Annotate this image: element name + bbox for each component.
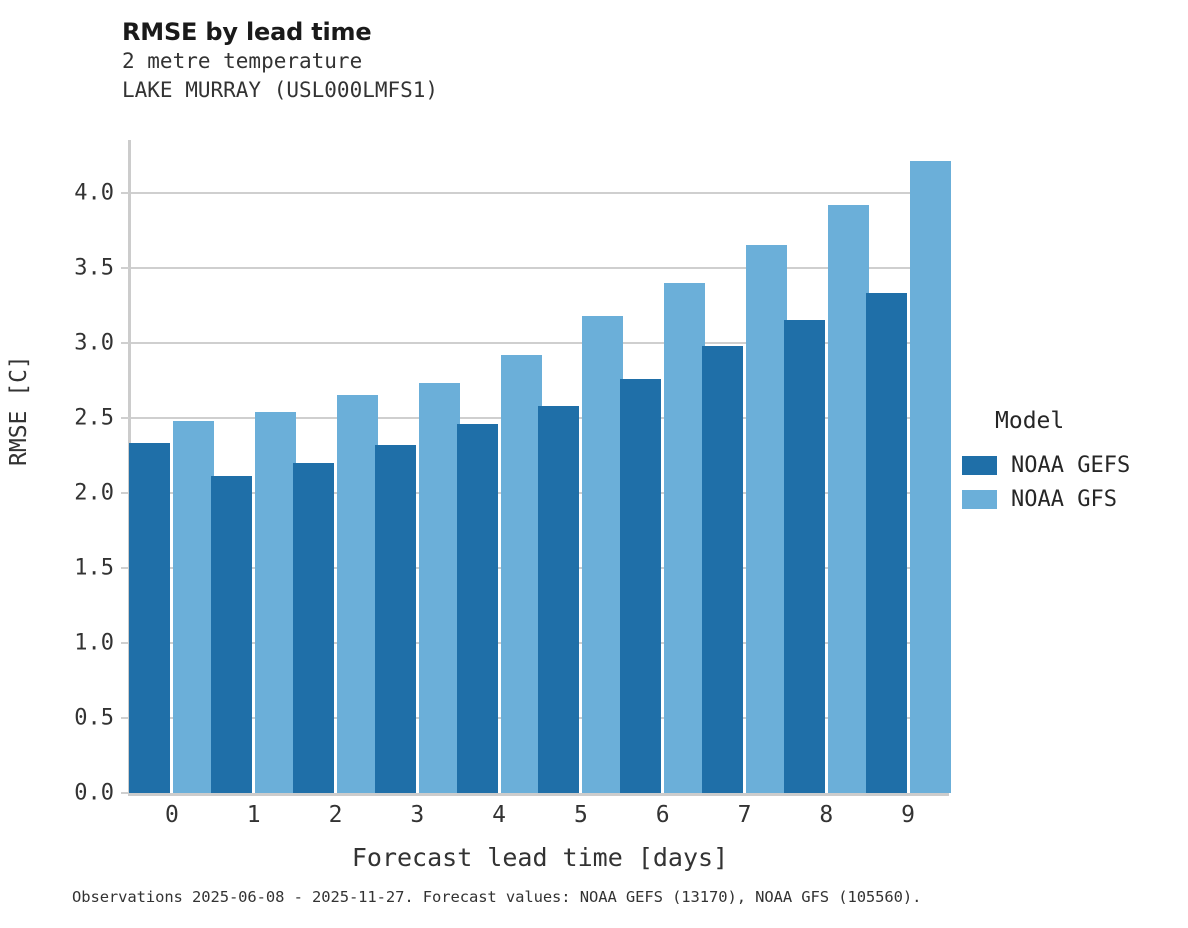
- x-axis-label: Forecast lead time [days]: [351, 843, 729, 872]
- bar-noaa-gefs-lead-9[interactable]: [865, 293, 907, 793]
- bar-noaa-gfs-lead-9[interactable]: [909, 161, 951, 793]
- bar-noaa-gfs-lead-5[interactable]: [582, 315, 624, 793]
- bar-group: [620, 140, 706, 793]
- bar-noaa-gfs-lead-7[interactable]: [746, 245, 787, 793]
- y-tick-label: 4.0: [74, 180, 114, 206]
- y-tick-label: 1.5: [74, 555, 114, 581]
- bar-group: [374, 140, 460, 793]
- y-tick-mark: [121, 416, 129, 419]
- legend-title: Model: [995, 408, 1065, 434]
- x-tick-label: 6: [655, 802, 670, 828]
- legend-rows: NOAA GEFS NOAA GFS: [962, 448, 1188, 516]
- bar-group: [456, 140, 542, 793]
- legend: Model NOAA GEFS NOAA GFS: [962, 408, 1188, 516]
- bar-noaa-gefs-lead-3[interactable]: [374, 444, 416, 793]
- x-tick-label: 8: [819, 802, 834, 828]
- x-tick-label: 0: [164, 802, 179, 828]
- y-tick-label: 2.0: [74, 480, 114, 506]
- bar-noaa-gfs-lead-2[interactable]: [337, 395, 378, 793]
- bar-group: [702, 140, 787, 793]
- bar-group: [538, 140, 624, 793]
- bar-noaa-gfs-lead-6[interactable]: [664, 282, 706, 793]
- y-tick-label: 2.5: [74, 405, 114, 431]
- x-tick-label: 4: [492, 802, 507, 828]
- gridline: [131, 266, 949, 269]
- x-tick-label: 5: [573, 802, 588, 828]
- chart-subtitle-variable: 2 metre temperature: [122, 49, 363, 73]
- bar-noaa-gefs-lead-0[interactable]: [129, 443, 171, 793]
- x-tick-label: 2: [328, 802, 343, 828]
- legend-item-noaa-gefs[interactable]: NOAA GEFS: [962, 448, 1188, 482]
- y-tick-label: 3.5: [74, 255, 114, 281]
- bar-group: [211, 140, 297, 793]
- y-tick-mark: [121, 341, 129, 344]
- bar-group: [293, 140, 378, 793]
- bar-noaa-gfs-lead-3[interactable]: [418, 383, 460, 793]
- bar-noaa-gefs-lead-8[interactable]: [783, 320, 825, 793]
- bar-group: [783, 140, 869, 793]
- y-tick-mark: [121, 566, 129, 569]
- bar-noaa-gfs-lead-0[interactable]: [173, 420, 215, 793]
- legend-swatch-icon: [962, 455, 997, 475]
- legend-item-label: NOAA GFS: [1011, 486, 1117, 512]
- bar-noaa-gefs-lead-1[interactable]: [211, 476, 253, 793]
- bar-noaa-gfs-lead-1[interactable]: [255, 411, 297, 793]
- legend-item-noaa-gfs[interactable]: NOAA GFS: [962, 482, 1188, 516]
- y-tick-mark: [121, 266, 129, 269]
- bar-group: [865, 140, 951, 793]
- page-title: RMSE by lead time: [122, 18, 372, 46]
- y-tick-mark: [121, 491, 129, 494]
- plot-area: 0.0 0.5 1.0 1.5 2.0 2.5 3.0 3.5 4.0: [74, 140, 951, 806]
- y-tick-mark: [121, 716, 129, 719]
- y-tick-mark: [121, 641, 129, 644]
- bar-noaa-gefs-lead-4[interactable]: [456, 423, 498, 793]
- y-tick-label: 1.0: [74, 630, 114, 656]
- x-tick-label: 7: [737, 802, 752, 828]
- chart-caption: Observations 2025-06-08 - 2025-11-27. Fo…: [72, 888, 922, 906]
- x-tick-label: 9: [901, 802, 916, 828]
- chart-subtitle-station: LAKE MURRAY (USL000LMFS1): [122, 78, 439, 102]
- legend-swatch-icon: [962, 489, 997, 509]
- bar-noaa-gefs-lead-7[interactable]: [702, 345, 743, 793]
- gridline: [131, 341, 949, 344]
- y-tick-mark: [121, 191, 129, 194]
- y-tick-label: 0.0: [74, 780, 114, 806]
- bar-noaa-gefs-lead-2[interactable]: [293, 462, 334, 793]
- bar-noaa-gfs-lead-8[interactable]: [827, 204, 869, 793]
- bar-group: [129, 140, 215, 793]
- gridline: [131, 191, 949, 194]
- y-tick-mark: [121, 792, 129, 794]
- x-tick-label: 3: [410, 802, 425, 828]
- y-tick-label: 3.0: [74, 330, 114, 356]
- title-block: RMSE by lead time 2 metre temperature LA…: [122, 17, 822, 105]
- bar-noaa-gefs-lead-6[interactable]: [620, 378, 662, 793]
- bar-noaa-gfs-lead-4[interactable]: [500, 354, 542, 793]
- legend-item-label: NOAA GEFS: [1011, 452, 1131, 478]
- bar-noaa-gefs-lead-5[interactable]: [538, 405, 580, 793]
- y-tick-label: 0.5: [74, 705, 114, 731]
- x-axis-spine: [128, 793, 949, 796]
- y-axis-label: RMSE [C]: [6, 355, 32, 466]
- x-tick-label: 1: [246, 802, 261, 828]
